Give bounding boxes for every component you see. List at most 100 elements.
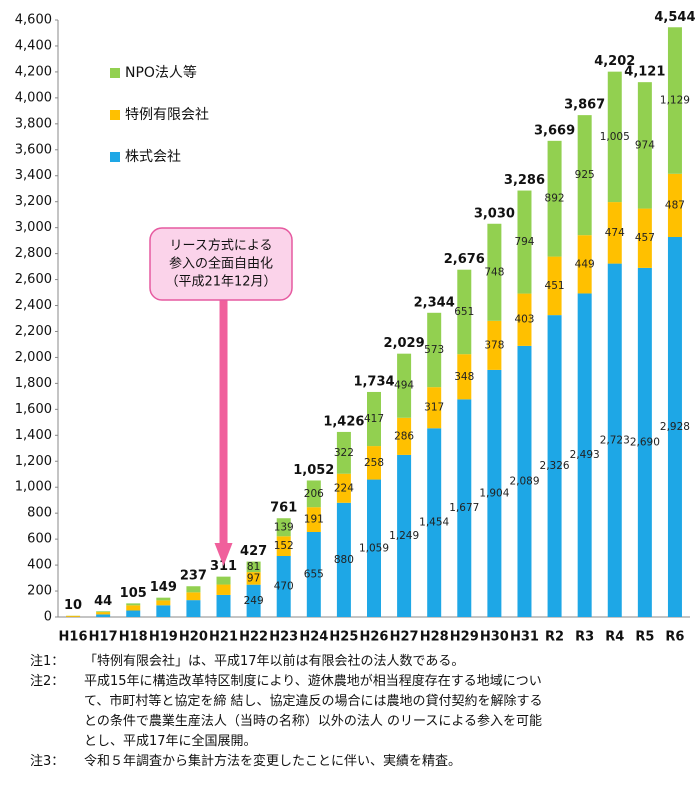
total-label: 149 — [150, 580, 177, 595]
y-tick-label: 4,000 — [15, 90, 52, 105]
total-label: 4,544 — [654, 10, 695, 25]
bar-segment — [487, 223, 502, 321]
bar-segment — [336, 473, 351, 503]
segment-label: 286 — [394, 430, 414, 442]
arrow-shaft — [219, 298, 228, 543]
segment-label: 97 — [247, 572, 260, 584]
bar-segment — [216, 594, 231, 617]
legend-swatch — [110, 68, 120, 78]
segment-label: 449 — [575, 258, 595, 270]
note-label: 注2： — [30, 674, 65, 689]
segment-label: 487 — [665, 199, 685, 211]
segment-label: 2,326 — [540, 460, 570, 472]
bar-segment — [156, 597, 171, 601]
segment-label: 1,454 — [419, 517, 449, 529]
bar-segment — [457, 399, 472, 617]
segment-label: 892 — [545, 193, 565, 205]
bar-segment — [547, 140, 562, 257]
bar-segment — [517, 345, 532, 617]
callout-text: （平成21年12月） — [165, 275, 276, 290]
note: 注3： 令和５年調査から集計方法を変更したことに伴い、実績を精査。 — [30, 752, 690, 772]
y-tick-label: 2,600 — [15, 272, 52, 287]
segment-label: 191 — [304, 514, 324, 526]
x-tick-label: H21 — [209, 630, 238, 645]
segment-label: 152 — [274, 540, 294, 552]
bar-segment — [667, 236, 682, 617]
bar-segment — [367, 391, 381, 447]
bar-segment — [216, 584, 231, 595]
total-label: 1,052 — [293, 463, 334, 478]
y-tick-label: 3,800 — [15, 116, 52, 131]
total-label: 3,867 — [564, 98, 605, 113]
bar-segment — [336, 431, 351, 474]
bar-segment — [577, 235, 592, 294]
bar-segment — [306, 480, 321, 508]
segment-label: 451 — [545, 280, 565, 292]
segment-label: 748 — [484, 266, 504, 278]
y-tick-label: 1,200 — [15, 454, 52, 469]
bar-segment — [367, 479, 381, 617]
callout-box — [149, 227, 293, 301]
segment-label: 1,129 — [660, 95, 690, 107]
bar-segment — [517, 190, 532, 294]
bar-segment — [637, 267, 652, 617]
bar-segment — [427, 428, 442, 617]
total-label: 761 — [270, 501, 297, 516]
y-tick-label: 4,600 — [15, 13, 52, 28]
bar-segment — [547, 256, 562, 316]
y-tick-label: 600 — [27, 532, 52, 547]
segment-label: 139 — [274, 521, 294, 533]
total-label: 3,030 — [474, 206, 515, 221]
bar-segment — [577, 293, 592, 617]
segment-label: 1,005 — [600, 131, 630, 143]
y-tick-label: 1,000 — [15, 480, 52, 495]
total-label: 4,202 — [594, 54, 635, 69]
bar-segment — [427, 312, 442, 388]
note-label: 注3： — [30, 754, 65, 769]
y-tick-label: 200 — [27, 584, 52, 599]
x-tick-label: H17 — [89, 630, 118, 645]
x-tick-label: R5 — [635, 630, 654, 645]
note-line: 令和５年調査から集計方法を変更したことに伴い、実績を精査。 — [84, 754, 462, 769]
total-label: 237 — [180, 569, 207, 584]
segment-label: 1,249 — [389, 530, 419, 542]
note: 注1： 「特例有限会社」は、平成17年以前は有限会社の法人数である。 — [30, 652, 690, 672]
segment-label: 794 — [514, 236, 534, 248]
bar-segment — [457, 269, 472, 355]
y-tick-label: 2,400 — [15, 298, 52, 313]
x-tick-label: H24 — [299, 630, 328, 645]
bar-segment — [276, 556, 291, 617]
bar-segment — [276, 518, 291, 537]
segment-label: 573 — [424, 344, 444, 356]
bar-segment — [126, 610, 141, 617]
x-tick-label: H23 — [269, 630, 298, 645]
legend-label: NPO法人等 — [125, 64, 197, 81]
x-tick-label: H18 — [119, 630, 148, 645]
y-tick-label: 2,200 — [15, 324, 52, 339]
bar-segment — [216, 576, 231, 585]
x-tick-label: H31 — [510, 630, 539, 645]
legend-label: 株式会社 — [125, 149, 181, 165]
bar-segment — [667, 27, 682, 174]
segment-label: 470 — [274, 581, 294, 593]
x-tick-label: R6 — [665, 630, 684, 645]
total-label: 2,676 — [444, 252, 485, 267]
segment-label: 403 — [514, 314, 534, 326]
bar-segment — [547, 315, 562, 617]
segment-label: 1,677 — [449, 502, 479, 514]
bar-segment — [186, 586, 201, 593]
bar-segment — [457, 354, 472, 400]
note-line: て、市町村等と協定を締 結し、協定違反の場合には農地の貸付契約を解除する — [84, 694, 543, 709]
y-tick-label: 1,400 — [15, 428, 52, 443]
bar-segment — [96, 614, 111, 617]
y-tick-label: 800 — [27, 506, 52, 521]
segment-label: 348 — [454, 371, 474, 383]
note: 注2： 平成15年に構造改革特区制度により、遊休農地が相当程度存在する地域について… — [30, 672, 690, 752]
note-body: 平成15年に構造改革特区制度により、遊休農地が相当程度存在する地域につい て、市町… — [84, 672, 542, 752]
x-tick-label: H25 — [329, 630, 358, 645]
total-label: 2,344 — [414, 295, 455, 310]
y-tick-label: 2,800 — [15, 246, 52, 261]
segment-label: 651 — [454, 306, 474, 318]
segment-label: 249 — [244, 595, 264, 607]
bar-segment — [306, 507, 321, 532]
